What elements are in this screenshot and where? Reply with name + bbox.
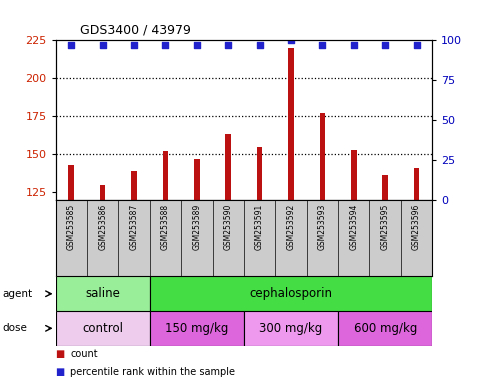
Bar: [163, 151, 168, 200]
Text: 150 mg/kg: 150 mg/kg: [165, 322, 228, 335]
Bar: [351, 150, 356, 200]
Text: GSM253596: GSM253596: [412, 204, 421, 250]
Bar: [56, 311, 150, 346]
Point: [193, 42, 201, 48]
Text: 300 mg/kg: 300 mg/kg: [259, 322, 323, 335]
Point: [350, 42, 357, 48]
Point: [412, 42, 420, 48]
Text: GSM253595: GSM253595: [381, 204, 390, 250]
Point: [287, 37, 295, 43]
Text: GDS3400 / 43979: GDS3400 / 43979: [80, 23, 191, 36]
Text: GSM253594: GSM253594: [349, 204, 358, 250]
Bar: [226, 134, 231, 200]
Text: GSM253592: GSM253592: [286, 204, 296, 250]
Text: GSM253586: GSM253586: [98, 204, 107, 250]
Text: GSM253585: GSM253585: [67, 204, 76, 250]
Bar: [69, 165, 74, 200]
Bar: [194, 159, 199, 200]
Text: percentile rank within the sample: percentile rank within the sample: [70, 366, 235, 377]
Text: GSM253590: GSM253590: [224, 204, 233, 250]
Point: [319, 42, 327, 48]
Text: ■: ■: [56, 366, 65, 377]
Point: [161, 42, 170, 48]
Bar: [257, 147, 262, 200]
Text: saline: saline: [85, 287, 120, 300]
Text: GSM253589: GSM253589: [192, 204, 201, 250]
Bar: [150, 311, 244, 346]
Point: [68, 42, 75, 48]
Bar: [383, 175, 388, 200]
Text: 600 mg/kg: 600 mg/kg: [354, 322, 417, 335]
Point: [224, 42, 232, 48]
Point: [256, 42, 264, 48]
Bar: [56, 276, 150, 311]
Bar: [244, 311, 338, 346]
Text: cephalosporin: cephalosporin: [250, 287, 332, 300]
Point: [130, 42, 138, 48]
Bar: [338, 311, 432, 346]
Text: dose: dose: [2, 323, 28, 333]
Bar: [414, 168, 419, 200]
Text: count: count: [70, 349, 98, 359]
Bar: [131, 171, 137, 200]
Bar: [288, 48, 294, 200]
Text: control: control: [82, 322, 123, 335]
Point: [99, 42, 107, 48]
Point: [382, 42, 389, 48]
Text: GSM253593: GSM253593: [318, 204, 327, 250]
Bar: [100, 184, 105, 200]
Bar: [320, 113, 325, 200]
Text: GSM253588: GSM253588: [161, 204, 170, 250]
Bar: [150, 276, 432, 311]
Text: ■: ■: [56, 349, 65, 359]
Text: GSM253591: GSM253591: [255, 204, 264, 250]
Text: GSM253587: GSM253587: [129, 204, 139, 250]
Text: agent: agent: [2, 289, 32, 299]
